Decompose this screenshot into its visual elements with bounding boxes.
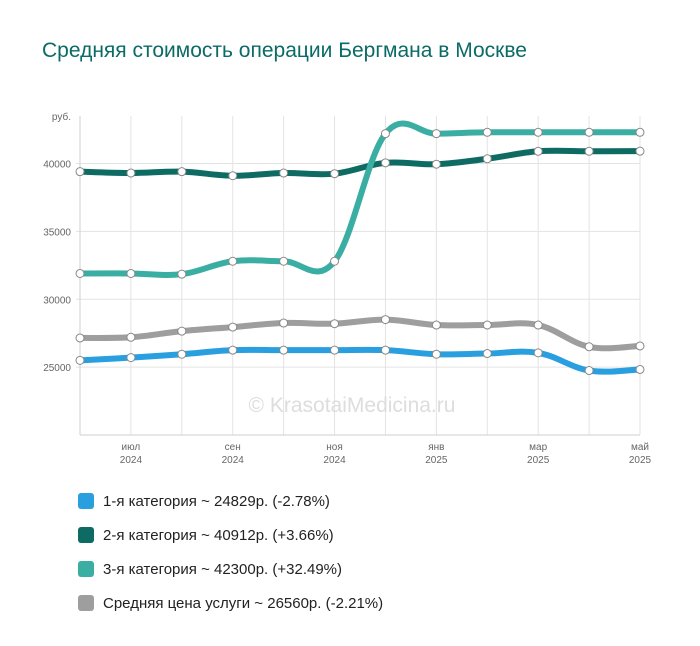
y-tick-label: 30000 [43, 295, 71, 306]
x-tick-label-year: 2025 [527, 455, 550, 466]
data-point [431, 159, 441, 169]
data-point [279, 256, 289, 266]
data-point [228, 171, 238, 181]
series-3 [75, 120, 645, 279]
data-point [228, 256, 238, 266]
data-point [482, 320, 492, 330]
x-tick-label-year: 2024 [120, 455, 143, 466]
axes: 25000 30000 35000 40000 руб. июл 2024 сен 2024 но… [43, 111, 651, 466]
x-tick-label-month: ноя [326, 442, 343, 453]
series-4 [75, 315, 645, 352]
series-1 [75, 345, 645, 376]
chart-title: Средняя стоимость операции Бергмана в Мо… [42, 39, 527, 62]
legend-item[interactable]: 1-я категория ~ 24829р. (-2.78%) [78, 484, 383, 518]
data-point [635, 341, 645, 351]
series-lines [75, 120, 645, 376]
data-point [126, 353, 136, 363]
data-point [533, 127, 543, 137]
data-point [228, 345, 238, 355]
y-tick-label: 25000 [43, 363, 71, 374]
data-point [228, 322, 238, 332]
data-point [330, 319, 340, 329]
legend-swatch [78, 527, 94, 543]
data-point [584, 366, 594, 376]
data-point [177, 326, 187, 336]
data-point [330, 256, 340, 266]
x-tick-label-year: 2025 [425, 455, 448, 466]
data-point [380, 158, 390, 168]
data-point [533, 146, 543, 156]
legend-swatch [78, 595, 94, 611]
data-point [279, 168, 289, 178]
data-point [431, 320, 441, 330]
legend-item[interactable]: 2-я категория ~ 40912р. (+3.66%) [78, 518, 383, 552]
legend-item[interactable]: 3-я категория ~ 42300р. (+32.49%) [78, 552, 383, 586]
y-tick-label: 35000 [43, 227, 71, 238]
data-point [330, 169, 340, 179]
data-point [431, 349, 441, 359]
x-tick-label-month: июл [122, 442, 141, 453]
data-point [482, 154, 492, 164]
data-point [126, 268, 136, 278]
data-point [380, 345, 390, 355]
x-tick-label-year: 2024 [222, 455, 245, 466]
x-tick-label-month: янв [428, 442, 444, 453]
watermark: © KrasotaiMedicina.ru [249, 394, 456, 417]
data-point [75, 167, 85, 177]
x-tick-label-year: 2025 [629, 455, 652, 466]
data-point [177, 269, 187, 279]
series-2 [75, 146, 645, 181]
data-point [431, 129, 441, 139]
legend: 1-я категория ~ 24829р. (-2.78%) 2-я кате… [78, 484, 383, 620]
data-point [330, 345, 340, 355]
x-tick-label-year: 2024 [323, 455, 346, 466]
legend-label: 1-я категория ~ 24829р. (-2.78%) [103, 492, 330, 510]
data-point [533, 320, 543, 330]
data-point [126, 332, 136, 342]
data-point [584, 127, 594, 137]
legend-label: 2-я категория ~ 40912р. (+3.66%) [103, 526, 334, 544]
data-point [177, 349, 187, 359]
grid [76, 116, 641, 435]
data-point [584, 342, 594, 352]
data-point [279, 318, 289, 328]
data-point [584, 146, 594, 156]
legend-swatch [78, 561, 94, 577]
data-point [380, 129, 390, 139]
series-line [77, 120, 643, 278]
data-point [635, 146, 645, 156]
data-point [482, 349, 492, 359]
data-point [482, 127, 492, 137]
series-line [77, 316, 643, 352]
data-point [635, 364, 645, 374]
data-point [177, 167, 187, 177]
data-point [635, 127, 645, 137]
legend-label: Средняя цена услуги ~ 26560р. (-2.21%) [103, 594, 384, 612]
legend-swatch [78, 493, 94, 509]
y-axis-unit: руб. [52, 111, 71, 123]
data-point [380, 315, 390, 325]
data-point [533, 348, 543, 358]
data-point [75, 355, 85, 365]
x-tick-label-month: май [631, 442, 649, 453]
x-tick-label-month: мар [529, 442, 547, 453]
data-point [75, 333, 85, 343]
data-point [75, 268, 85, 278]
data-point [279, 345, 289, 355]
x-tick-label-month: сен [225, 442, 241, 453]
series-line [77, 346, 643, 375]
data-point [126, 168, 136, 178]
legend-item[interactable]: Средняя цена услуги ~ 26560р. (-2.21%) [78, 586, 383, 620]
y-tick-label: 40000 [43, 160, 71, 171]
legend-label: 3-я категория ~ 42300р. (+32.49%) [103, 560, 343, 578]
